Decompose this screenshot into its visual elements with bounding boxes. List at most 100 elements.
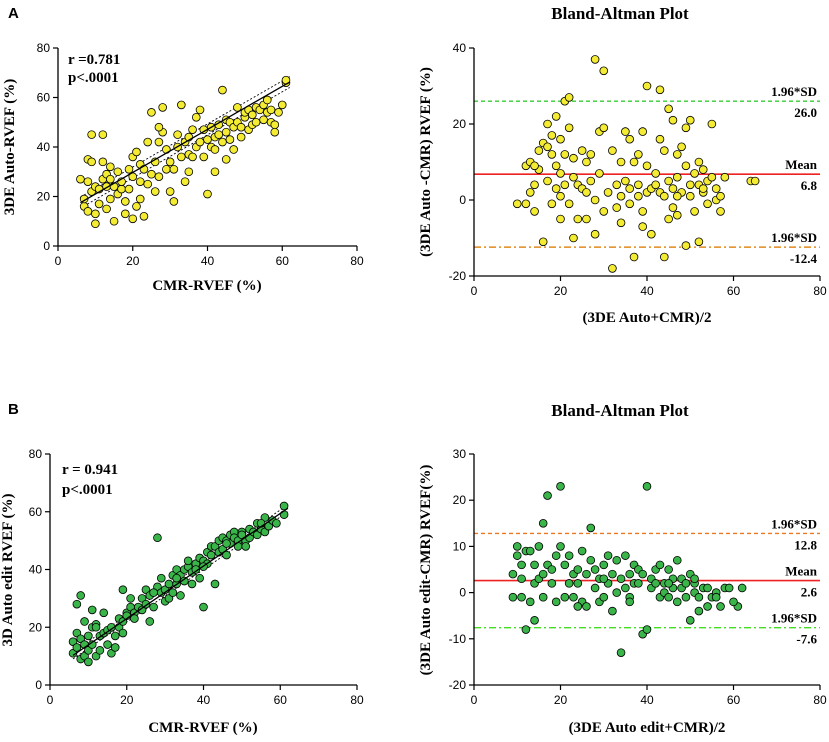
data-point	[543, 119, 552, 129]
data-point	[154, 122, 164, 132]
data-point	[154, 137, 164, 147]
data-point	[147, 108, 156, 117]
data-point	[87, 130, 96, 139]
data-point	[625, 199, 634, 209]
data-point	[508, 569, 518, 579]
data-point	[233, 103, 242, 112]
data-point	[668, 203, 678, 212]
data-point	[703, 199, 712, 209]
y-tick-label: 20	[37, 190, 51, 204]
data-point	[551, 112, 561, 121]
data-point	[586, 176, 596, 186]
data-point	[685, 191, 695, 201]
data-point	[130, 614, 139, 623]
x-tick-label: 20	[554, 284, 568, 298]
y-tick-label: 10	[453, 539, 467, 553]
data-point	[582, 602, 591, 611]
data-point	[172, 573, 181, 583]
data-point	[625, 597, 634, 607]
data-point	[525, 188, 535, 197]
data-point	[603, 551, 613, 560]
reference-line-value: 6.8	[801, 178, 818, 193]
data-point	[556, 482, 565, 491]
data-point	[165, 187, 175, 196]
y-tick-label: 0	[459, 586, 466, 600]
data-point	[95, 646, 105, 655]
data-point	[590, 195, 600, 205]
data-point	[164, 579, 174, 589]
data-point	[590, 565, 600, 574]
data-point	[512, 551, 522, 560]
reference-line-value: 2.6	[801, 585, 818, 600]
data-point	[716, 191, 725, 201]
data-point	[180, 576, 189, 586]
correlation-p: p<.0001	[62, 482, 113, 498]
data-point	[195, 137, 205, 147]
y-tick-label: 80	[29, 447, 43, 461]
data-point	[560, 150, 570, 159]
data-point	[590, 583, 600, 593]
reference-line-value: -12.4	[790, 251, 818, 266]
data-point	[150, 187, 160, 196]
data-point	[651, 169, 660, 178]
data-point	[690, 169, 699, 178]
data-point	[517, 560, 526, 570]
data-point	[210, 145, 220, 154]
data-point	[560, 592, 570, 602]
data-point	[538, 237, 548, 247]
data-point	[169, 164, 179, 174]
data-point	[642, 81, 652, 91]
x-tick-label: 60	[727, 284, 741, 298]
data-point	[153, 533, 162, 543]
data-point	[664, 579, 673, 588]
data-point	[156, 573, 166, 583]
data-point	[84, 657, 93, 667]
y-axis-label: (3DE Auto edit-CMR) RVEF(%)	[418, 465, 434, 676]
data-point	[599, 574, 609, 584]
data-point	[672, 150, 682, 159]
data-point	[672, 191, 682, 201]
data-point	[149, 602, 158, 612]
x-axis-label: CMR-RVEF (%)	[152, 278, 261, 294]
data-point	[750, 176, 760, 186]
reference-line-label: 1.96*SD	[771, 611, 817, 626]
data-point	[629, 252, 639, 262]
data-point	[222, 550, 231, 560]
data-point	[109, 216, 119, 226]
regression-line	[72, 507, 289, 656]
data-point	[132, 147, 141, 157]
x-tick-label: 20	[126, 254, 140, 268]
data-point	[685, 180, 695, 190]
data-point	[616, 574, 626, 584]
data-point	[551, 161, 561, 171]
data-point	[664, 176, 673, 186]
correlation-r: r = 0.941	[62, 462, 118, 478]
data-point	[556, 214, 565, 224]
data-point	[560, 560, 570, 570]
data-point	[664, 592, 673, 602]
y-tick-label: 60	[37, 91, 51, 105]
data-point	[638, 222, 647, 231]
data-point	[80, 617, 89, 626]
y-axis-label: 3DE Auto-RVEF (%)	[2, 79, 18, 215]
data-point	[214, 130, 224, 139]
data-point	[573, 579, 583, 588]
data-point	[564, 199, 574, 209]
data-point	[248, 110, 257, 120]
data-point	[582, 157, 591, 167]
data-point	[103, 640, 112, 649]
data-point	[685, 115, 695, 125]
data-point	[651, 579, 660, 588]
data-point	[621, 551, 630, 560]
data-point	[685, 616, 695, 625]
x-tick-label: 20	[120, 693, 134, 707]
data-point	[98, 157, 108, 167]
data-point	[83, 177, 93, 186]
data-point	[147, 169, 156, 179]
reference-line-label: 1.96*SD	[771, 516, 817, 531]
y-tick-label: 0	[35, 678, 42, 692]
data-point	[117, 184, 126, 194]
data-point	[102, 204, 111, 214]
x-tick-label: 0	[47, 693, 54, 707]
data-point	[586, 555, 596, 565]
